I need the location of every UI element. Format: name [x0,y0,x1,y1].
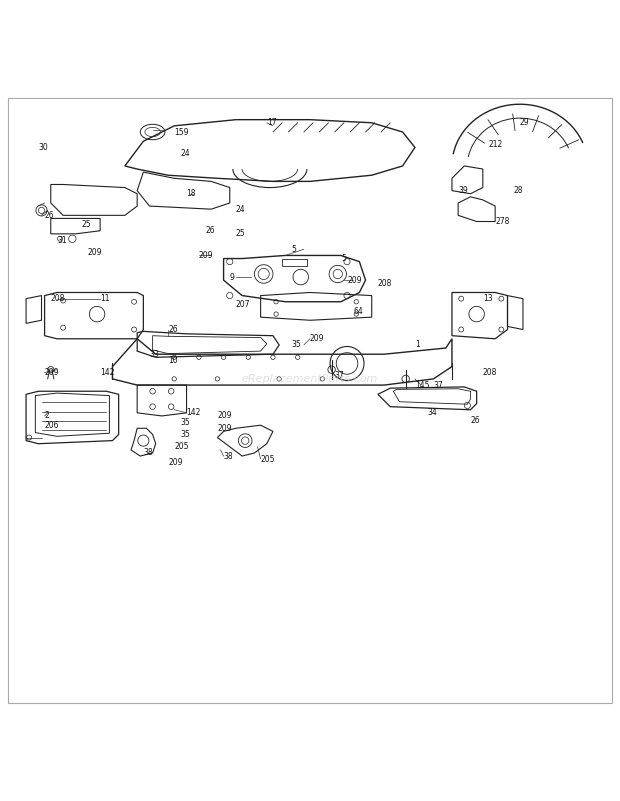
Text: 209: 209 [88,248,102,257]
Text: 26: 26 [205,226,215,235]
Text: 17: 17 [267,119,277,127]
Text: 145: 145 [415,380,430,389]
Text: 26: 26 [168,325,178,334]
Text: 34: 34 [427,409,437,417]
Text: eReplacementParts.com: eReplacementParts.com [242,374,378,384]
Text: 24: 24 [236,205,246,214]
Text: 26: 26 [471,417,480,425]
Text: 35: 35 [180,417,190,427]
Text: 37: 37 [433,380,443,389]
Text: 35: 35 [291,340,301,349]
Text: 207: 207 [236,300,250,309]
Text: 278: 278 [495,217,510,226]
Text: 205: 205 [174,442,188,451]
Text: 209: 209 [310,334,324,344]
Text: 142: 142 [187,409,201,417]
Text: 39: 39 [458,186,468,195]
Text: 11: 11 [100,294,110,303]
Text: 25: 25 [236,229,246,239]
Text: 38: 38 [143,449,153,457]
Text: 209: 209 [199,251,213,260]
Text: 209: 209 [218,412,232,421]
Text: 208: 208 [51,294,65,303]
Text: 24: 24 [180,149,190,158]
Text: 28: 28 [514,186,523,195]
Text: 13: 13 [483,294,492,303]
Text: 5: 5 [291,245,296,254]
Text: 33: 33 [149,350,159,359]
Text: 9: 9 [230,272,234,282]
Text: 25: 25 [82,220,91,229]
Text: 206: 206 [45,421,59,429]
Text: 26: 26 [45,211,54,219]
Text: 5: 5 [341,254,346,263]
Text: 208: 208 [378,279,392,288]
Text: 209: 209 [218,424,232,433]
Text: 209: 209 [45,368,59,377]
Text: 37: 37 [335,372,345,380]
Text: 2: 2 [45,412,50,421]
Text: 212: 212 [489,140,503,149]
Text: 18: 18 [187,189,196,198]
Text: 159: 159 [174,127,188,136]
Text: 10: 10 [168,356,178,365]
Text: 209: 209 [168,457,182,467]
Text: 205: 205 [260,455,275,464]
Bar [282,259,307,266]
Text: 31: 31 [57,235,66,244]
Text: 142: 142 [100,368,115,377]
Text: 209: 209 [347,276,361,284]
Text: 30: 30 [38,143,48,152]
Text: 35: 35 [180,430,190,439]
Text: 1: 1 [415,340,420,349]
Text: 38: 38 [224,452,233,461]
Text: 64: 64 [353,307,363,316]
Text: 29: 29 [520,119,529,127]
Text: 208: 208 [483,368,497,377]
